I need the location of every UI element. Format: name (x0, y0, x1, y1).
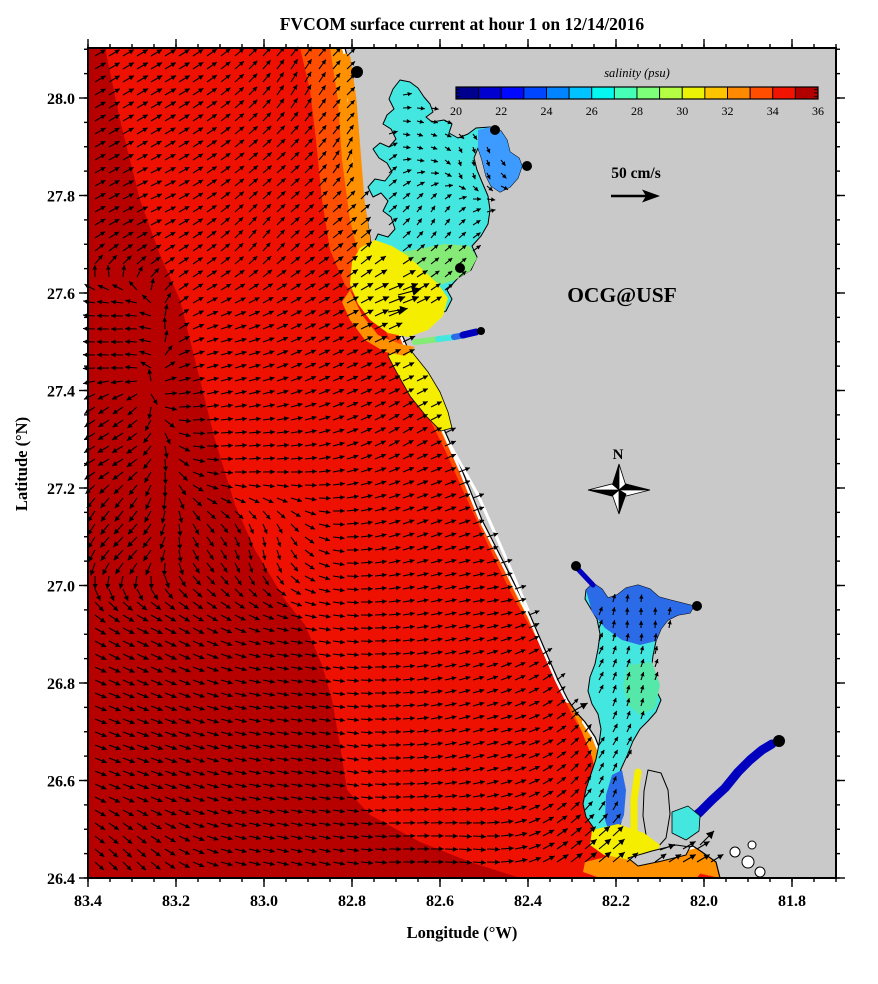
islet (754, 866, 766, 878)
colorbar-segment (500, 86, 525, 100)
sarasota-bay-lagoon (387, 341, 453, 432)
islet (747, 840, 757, 850)
y-axis-label: Latitude (°N) (12, 417, 31, 511)
matlacha-pass-cyan (671, 805, 701, 841)
y-tick-label: 28.0 (47, 91, 75, 108)
pine-island (642, 769, 671, 850)
colorbar-title: salinity (psu) (604, 66, 670, 80)
x-tick-label: 83.2 (162, 893, 190, 910)
x-tick-label: 82.6 (426, 893, 454, 910)
colorbar-tick-label: 34 (767, 104, 779, 118)
colorbar-segment (636, 86, 661, 100)
y-tick-label: 27.8 (47, 189, 75, 206)
current-vector-lines (82, 46, 724, 871)
colorbar-tick-label: 24 (541, 104, 553, 118)
station-dot (455, 263, 465, 273)
bay-mouth-orange-rim (342, 290, 415, 356)
y-tick-label: 27.0 (47, 579, 75, 596)
colorbar-tick-label: 28 (631, 104, 643, 118)
colorbar: 20 22 24 26 28 30 32 34 36 (450, 86, 824, 118)
colorbar-tick-label: 26 (586, 104, 598, 118)
bay-mouth-yellow-plume (350, 240, 448, 337)
islet (729, 846, 741, 858)
station-dot (490, 125, 500, 135)
x-tick-label: 82.0 (690, 893, 718, 910)
colorbar-tick-label: 30 (676, 104, 688, 118)
peace-river-arm (574, 565, 596, 588)
compass-rose-icon (587, 463, 651, 515)
gulf-dark-red-band (88, 48, 520, 878)
colorbar-segment (749, 86, 774, 100)
y-tick-label: 27.4 (47, 384, 75, 401)
colorbar-tick-label: 36 (812, 104, 824, 118)
caloosahatchee-river (683, 739, 777, 827)
colorbar-segment (704, 86, 728, 100)
vector-scale-arrow-icon (611, 189, 660, 203)
manatee-river-navy (459, 328, 480, 339)
y-tick-label: 27.2 (47, 481, 75, 498)
colorbar-tick-label: 22 (495, 104, 507, 118)
station-dot (571, 561, 581, 571)
colorbar-segment (546, 86, 570, 100)
colorbar-segment (727, 86, 751, 100)
colorbar-segment (568, 86, 593, 100)
axes-frame: 83.4 83.2 83.0 82.8 82.6 82.4 82.2 82.0 81.8 26.4… (47, 39, 845, 910)
x-tick-label: 81.8 (778, 893, 806, 910)
colorbar-segment (681, 86, 706, 100)
colorbar-segment (772, 86, 796, 100)
x-tick-label: 82.4 (514, 893, 542, 910)
x-tick-label: 82.2 (602, 893, 630, 910)
vector-scale-label: 50 cm/s (611, 165, 661, 182)
station-dot (692, 601, 702, 611)
charlotte-upper-blue (586, 583, 694, 645)
y-tick-label: 26.8 (47, 676, 75, 693)
station-dot (522, 161, 532, 171)
charlotte-south-blue (605, 770, 626, 835)
compass-north-label: N (613, 447, 624, 463)
y-tick-label: 27.6 (47, 286, 75, 303)
st-joseph-sound-lagoon (341, 53, 371, 245)
map-dynamic-layers: 83.4 83.2 83.0 82.8 82.6 82.4 82.2 82.0 81.8 26.4… (47, 39, 845, 910)
colorbar-segment (523, 86, 547, 100)
x-axis-label: Longitude (°W) (407, 923, 518, 942)
sanibel-island (627, 844, 691, 867)
x-tick-label: 83.4 (74, 893, 102, 910)
islet (741, 855, 755, 869)
x-tick-label: 83.0 (250, 893, 278, 910)
plot-title: FVCOM surface current at hour 1 on 12/14… (280, 14, 645, 34)
station-dot (773, 735, 785, 747)
station-dot (477, 327, 485, 335)
static-labels: FVCOM surface current at hour 1 on 12/14… (12, 14, 677, 942)
y-tick-label: 26.6 (47, 774, 75, 791)
colorbar-segment (478, 86, 502, 100)
current-vector-heads (82, 46, 724, 871)
colorbar-segment (659, 86, 683, 100)
colorbar-segment (613, 86, 638, 100)
y-tick-label: 26.4 (47, 871, 75, 888)
x-tick-label: 82.8 (338, 893, 366, 910)
credit-text: OCG@USF (567, 283, 677, 307)
colorbar-segment (591, 86, 615, 100)
colorbar-tick-label: 32 (722, 104, 734, 118)
estero-yellow-blob (590, 824, 660, 862)
colorbar-tick-label: 20 (450, 104, 462, 118)
